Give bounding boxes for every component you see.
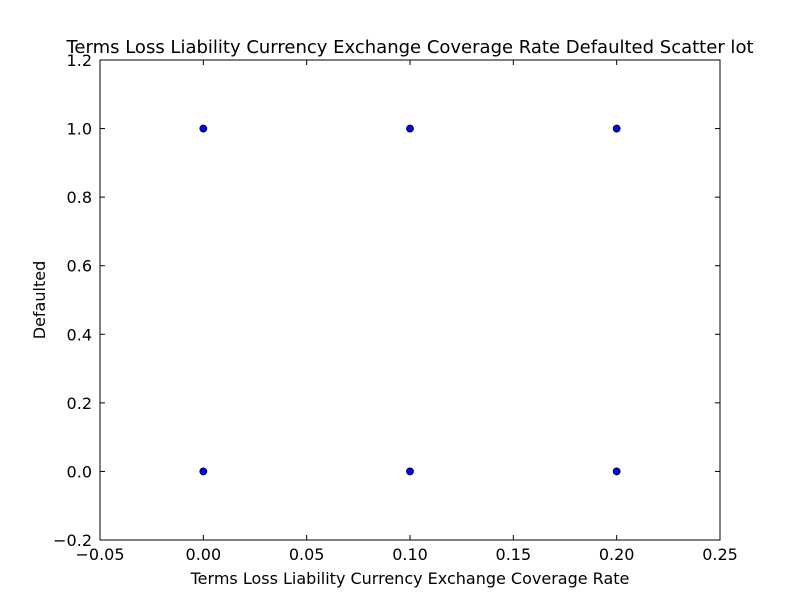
x-axis-label: Terms Loss Liability Currency Exchange C… — [190, 569, 630, 588]
scatter-point — [199, 467, 208, 476]
x-tick-label: 0.25 — [702, 545, 738, 564]
y-tick-label: −0.2 — [53, 531, 92, 550]
x-tick-label: 0.20 — [599, 545, 635, 564]
y-tick-label: 1.0 — [67, 120, 92, 139]
scatter-point — [406, 467, 414, 476]
plot-area: −0.05 0.00 0.05 0.10 0.15 0.20 0.25 −0.2 0.0 0.2 0… — [53, 51, 738, 564]
y-tick-label: 0.8 — [67, 188, 92, 207]
x-tick-label: 0.15 — [496, 545, 532, 564]
y-axis-label: Defaulted — [30, 261, 49, 339]
scatter-point — [199, 124, 208, 133]
chart-title: Terms Loss Liability Currency Exchange C… — [65, 37, 753, 58]
x-tick-label: 0.10 — [392, 545, 428, 564]
x-tick-label: −0.05 — [75, 545, 124, 564]
x-tick-label: 0.05 — [289, 545, 325, 564]
y-tick-label: 0.4 — [67, 325, 92, 344]
scatter-point — [612, 124, 621, 133]
y-tick-label: 0.2 — [67, 394, 92, 413]
scatter-point — [406, 124, 414, 133]
scatter-point — [612, 467, 621, 476]
y-tick-label: 1.2 — [67, 51, 92, 70]
x-tick-label: 0.00 — [186, 545, 222, 564]
y-tick-label: 0.0 — [67, 462, 92, 481]
y-tick-label: 0.6 — [67, 257, 92, 276]
